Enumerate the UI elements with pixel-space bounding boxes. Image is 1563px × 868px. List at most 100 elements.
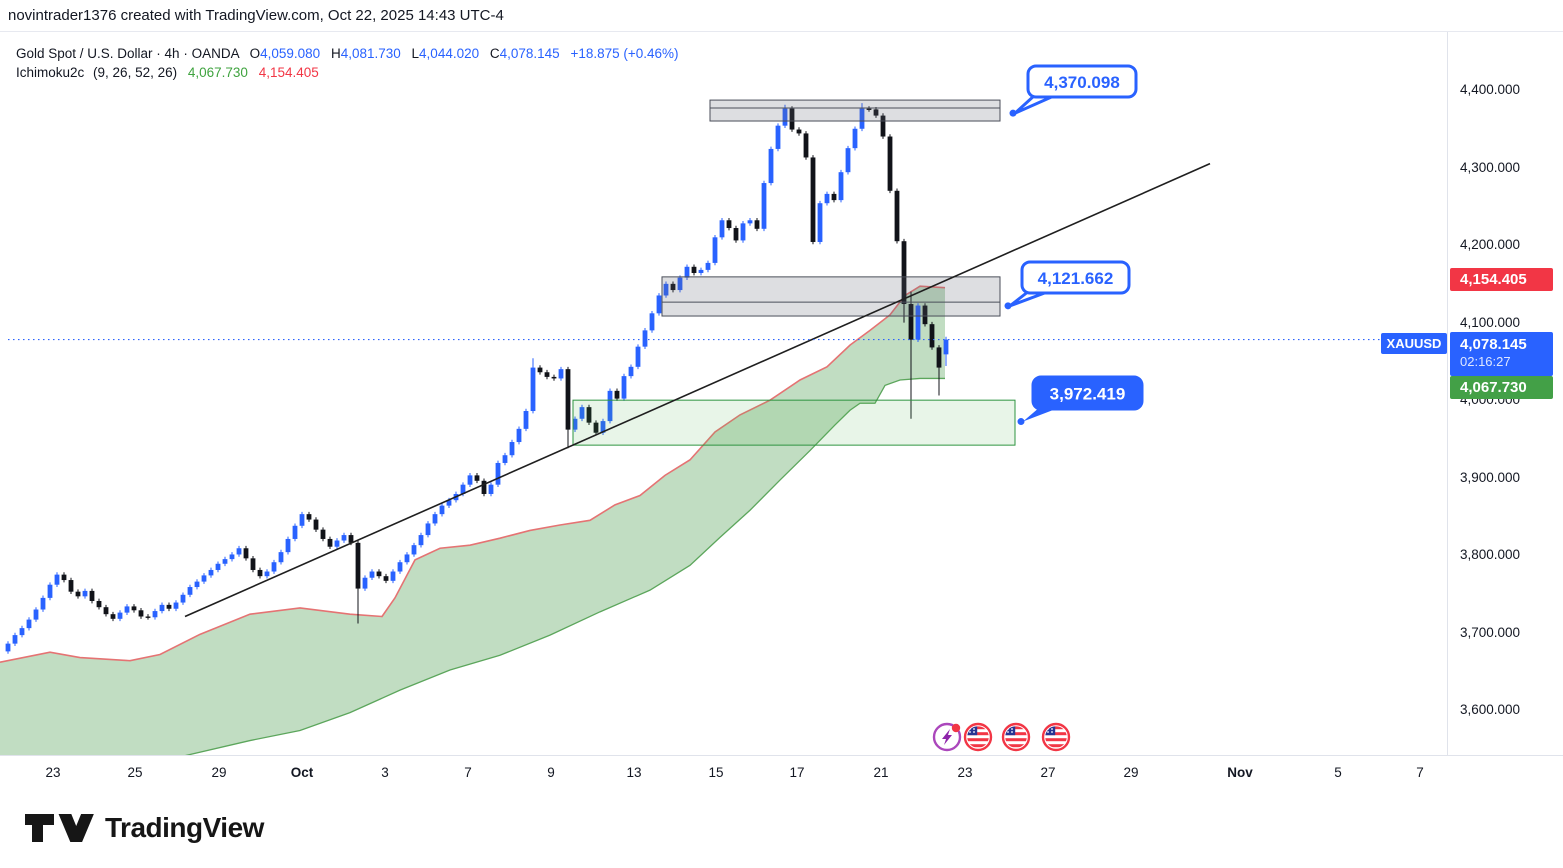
candle-body <box>425 523 431 536</box>
candle-body <box>61 574 67 581</box>
callout-anchor-dot[interactable] <box>1004 302 1012 310</box>
trendline[interactable] <box>184 162 1211 618</box>
callout-box[interactable] <box>1031 375 1144 411</box>
candle-body <box>887 136 893 191</box>
time-scale[interactable]: 23 25 29 Oct 3 7 9 13 15 17 21 23 27 29 Nov 5 7 <box>0 755 1563 794</box>
candlestick-series <box>5 103 949 654</box>
candle-body <box>229 554 235 560</box>
candle-body <box>719 220 725 238</box>
candle-body <box>551 376 557 379</box>
legend-symbol-row: Gold Spot / U.S. Dollar · 4h · OANDA O4,… <box>16 44 679 63</box>
candle-body <box>824 193 830 204</box>
candle-body <box>173 602 179 609</box>
candle-body <box>313 519 319 530</box>
supply-zone-mid-rect[interactable] <box>661 276 1001 317</box>
candle-body <box>901 241 907 305</box>
callout-anchor-dot[interactable] <box>1017 418 1025 426</box>
candle-body <box>201 575 207 582</box>
supply-zone-upper-rect[interactable] <box>709 99 1001 122</box>
callout-text: 3,972.419 <box>1050 385 1126 404</box>
callout-box[interactable] <box>1020 260 1131 295</box>
candle-body <box>236 548 242 555</box>
candle-body <box>68 580 74 592</box>
tradingview-logo-mark <box>25 813 94 842</box>
time-axis-label: 21 <box>873 765 889 780</box>
us-flag-icon[interactable] <box>963 722 993 752</box>
price-callout-4,121.662[interactable]: 4,121.662 <box>1004 260 1131 310</box>
tradingview-logo[interactable]: TradingView <box>25 812 264 844</box>
candle-body <box>222 559 228 564</box>
candle-body <box>572 418 578 430</box>
ohlc-low-label: L <box>411 46 420 61</box>
candle-body <box>467 475 473 485</box>
supply-zone-upper[interactable] <box>709 99 1001 122</box>
callout-box[interactable] <box>1026 64 1138 99</box>
candle-body <box>369 571 375 578</box>
ohlc-open-value: 4,059.080 <box>260 46 321 61</box>
candle-body <box>509 442 515 456</box>
plot-area[interactable] <box>0 99 1447 803</box>
candle-body <box>663 283 669 296</box>
candle-body <box>264 571 270 577</box>
supply-zone-mid[interactable] <box>661 276 1001 317</box>
candle-body <box>19 628 25 636</box>
candle-body <box>271 562 277 572</box>
candle-body <box>145 616 151 618</box>
demand-zone[interactable] <box>572 399 1016 446</box>
ohlc-open-label: O <box>249 46 261 61</box>
candle-body <box>348 535 354 543</box>
candle-body <box>845 148 851 173</box>
candle-body <box>698 269 704 273</box>
candle-body <box>936 347 942 368</box>
price-axis-label: 3,900.000 <box>1460 469 1521 485</box>
callout-text: 4,370.098 <box>1044 73 1120 92</box>
candle-body <box>635 346 641 367</box>
candle-body <box>565 369 571 430</box>
candle-body <box>859 108 865 129</box>
economic-bolt-icon[interactable] <box>932 722 962 752</box>
demand-zone-rect[interactable] <box>572 399 1016 446</box>
us-flag-icon[interactable] <box>1001 722 1031 752</box>
candle-body <box>705 262 711 270</box>
candle-body <box>796 129 802 134</box>
candle-body <box>12 635 18 644</box>
candle-body <box>446 500 452 506</box>
candle-body <box>831 193 837 201</box>
candle-body <box>768 148 774 184</box>
candle-body <box>558 369 564 379</box>
legend-indicator-row: Ichimoku2c (9, 26, 52, 26) 4,067.730 4,1… <box>16 63 679 82</box>
current-price-badge: 4,078.145 02:16:27 <box>1450 331 1553 376</box>
price-callout-3,972.419[interactable]: 3,972.419 <box>1017 375 1144 426</box>
candle-body <box>838 172 844 201</box>
candle-body <box>159 604 165 612</box>
indicator-name[interactable]: Ichimoku2c <box>16 65 85 80</box>
candle-body <box>481 480 487 494</box>
candle-body <box>915 305 921 340</box>
time-axis-label: 17 <box>789 765 805 780</box>
us-flag-icon[interactable] <box>1041 722 1071 752</box>
indicator-price-badge-red: 4,154.405 <box>1450 268 1553 292</box>
time-axis-label: 9 <box>547 765 555 780</box>
current-price-value: 4,078.145 <box>1460 335 1527 353</box>
price-callout-4,370.098[interactable]: 4,370.098 <box>1009 64 1138 117</box>
symbol-title[interactable]: Gold Spot / U.S. Dollar · 4h · OANDA <box>16 46 239 61</box>
ohlc-low-value: 4,044.020 <box>419 46 480 61</box>
time-axis-label: 7 <box>1416 765 1424 780</box>
price-scale[interactable]: 4,400.000 4,300.000 4,200.000 4,100.000 4,00… <box>1447 31 1563 755</box>
candle-body <box>537 367 543 373</box>
candle-body <box>250 558 256 570</box>
ohlc-close-label: C <box>489 46 500 61</box>
candle-body <box>817 203 823 242</box>
candle-body <box>180 594 186 603</box>
candle-body <box>922 305 928 325</box>
time-axis-label: Oct <box>290 765 314 780</box>
ohlc-change-value: +18.875 (+0.46%) <box>570 46 679 61</box>
candle-body <box>670 283 676 291</box>
attribution-text: novintrader1376 created with TradingView… <box>8 7 504 24</box>
indicator-params: (9, 26, 52, 26) <box>93 65 178 80</box>
candle-body <box>432 514 438 524</box>
candle-body <box>677 277 683 291</box>
candle-body <box>740 223 746 241</box>
